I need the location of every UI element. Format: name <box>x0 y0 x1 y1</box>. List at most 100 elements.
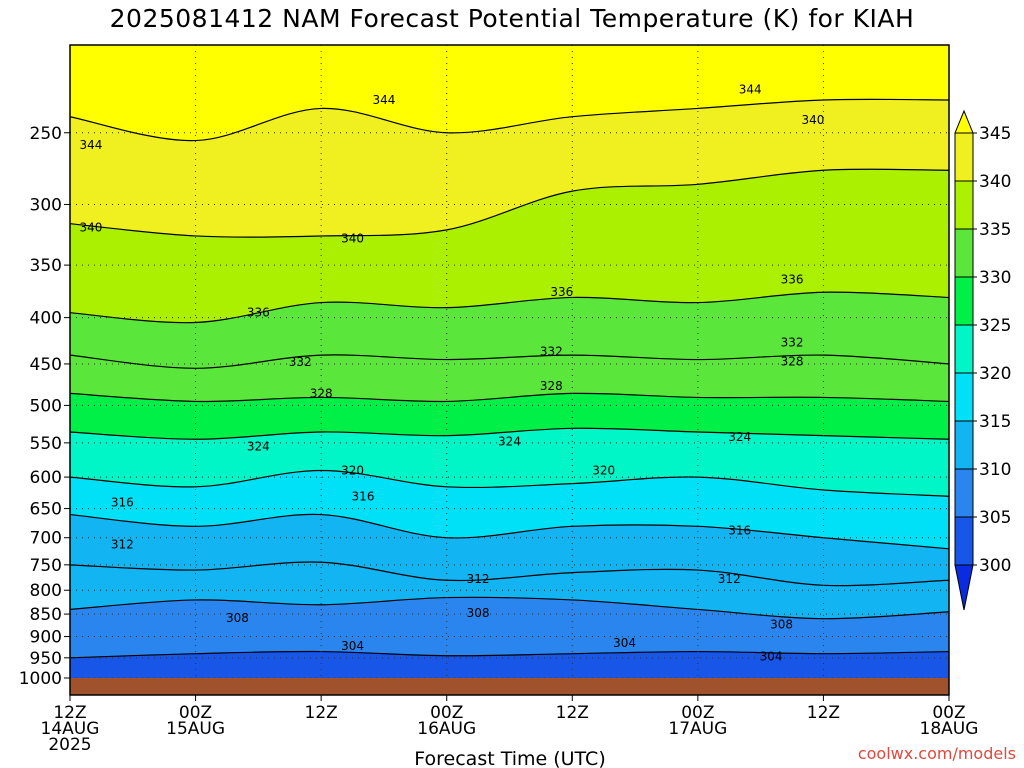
y-tick-label: 1000 <box>19 669 62 689</box>
colorbar-label: 300 <box>979 556 1011 576</box>
contour-label: 324 <box>498 434 521 448</box>
colorbar-band <box>954 324 974 374</box>
isentrope-340 <box>70 168 949 238</box>
colorbar-label: 310 <box>979 460 1011 480</box>
isentrope-320 <box>70 469 949 497</box>
x-tick-label: 12Z <box>556 703 589 723</box>
contour-label: 336 <box>781 272 804 286</box>
plot-frame <box>69 44 950 696</box>
x-tick-label: 00Z <box>681 703 714 723</box>
contour-label: 316 <box>111 495 134 509</box>
contour-label: 312 <box>111 537 134 551</box>
colorbar-band <box>954 132 974 182</box>
y-tick-label: 300 <box>30 195 62 215</box>
contour-label: 332 <box>781 335 804 349</box>
x-tick-label: 12Z <box>53 703 86 723</box>
isentrope-312 <box>70 561 949 587</box>
colorbar-label: 345 <box>979 124 1011 144</box>
colorbar-label: 335 <box>979 220 1011 240</box>
contour-label: 340 <box>341 231 364 245</box>
y-tick-label: 900 <box>30 628 62 648</box>
isentrope-344 <box>70 98 949 142</box>
chart-title: 2025081412 NAM Forecast Potential Temper… <box>109 4 915 33</box>
isentrope-332 <box>70 354 949 369</box>
theta-fill-bands <box>70 45 949 678</box>
contour-label: 344 <box>372 93 395 107</box>
contour-label: 304 <box>760 650 783 664</box>
credit-text: coolwx.com/models <box>857 744 1016 763</box>
isentrope-316 <box>70 513 949 550</box>
colorbar-band <box>954 516 974 566</box>
contour-label: 336 <box>247 306 270 320</box>
isentrope-lines <box>70 98 949 659</box>
colorbar-band <box>954 228 974 278</box>
y-tick-label: 450 <box>30 355 62 375</box>
contour-label: 308 <box>467 606 490 620</box>
contour-label: 340 <box>802 113 825 127</box>
x-tick-label: 17AUG <box>668 719 727 739</box>
contour-label: 332 <box>289 355 312 369</box>
contour-label: 312 <box>718 572 741 586</box>
y-tick-label: 400 <box>30 309 62 329</box>
y-tick-label: 550 <box>30 434 62 454</box>
contour-label: 336 <box>550 285 573 299</box>
colorbar-band <box>954 276 974 326</box>
isentrope-304 <box>70 650 949 659</box>
x-tick-label: 00Z <box>179 703 212 723</box>
contour-label: 340 <box>79 220 102 234</box>
contour-label: 320 <box>341 463 364 477</box>
colorbar-label: 325 <box>979 316 1011 336</box>
y-tick-label: 350 <box>30 256 62 276</box>
contour-label: 324 <box>728 430 751 444</box>
colorbar-band <box>954 420 974 470</box>
contour-label: 308 <box>226 611 249 625</box>
x-tick-label: 14AUG <box>41 719 100 739</box>
y-tick-label: 950 <box>30 649 62 669</box>
x-tick-label: 15AUG <box>166 719 225 739</box>
contour-label: 328 <box>781 354 804 368</box>
x-tick-label: 12Z <box>807 703 840 723</box>
isentrope-308 <box>70 596 949 620</box>
contour-label: 320 <box>592 463 615 477</box>
y-tick-label: 700 <box>30 529 62 549</box>
colorbar: 300 305 310 315 320 325 330 335 340 345 <box>954 109 1011 611</box>
contour-label: 304 <box>341 639 364 653</box>
x-tick-label: 12Z <box>305 703 338 723</box>
y-axis: 250 300 350 400 450 500 550 600 650 700 750 800 850 9… <box>19 124 70 689</box>
x-tick-label: 2025 <box>48 735 91 755</box>
contour-label: 332 <box>540 345 563 359</box>
x-tick-label: 00Z <box>430 703 463 723</box>
contour-label: 324 <box>247 439 270 453</box>
colorbar-band <box>954 468 974 518</box>
contour-label: 308 <box>770 618 793 632</box>
contour-label: 316 <box>352 489 375 503</box>
contour-label: 304 <box>613 636 636 650</box>
x-tick-label: 00Z <box>932 703 965 723</box>
contour-label: 312 <box>467 572 490 586</box>
colorbar-label: 315 <box>979 412 1011 432</box>
colorbar-label: 320 <box>979 364 1011 384</box>
colorbar-label: 305 <box>979 508 1011 528</box>
y-tick-label: 500 <box>30 396 62 416</box>
isentrope-324 <box>70 427 949 440</box>
isentrope-328 <box>70 392 949 403</box>
colorbar-min-arrow <box>954 564 974 611</box>
band-304 <box>70 651 949 678</box>
colorbar-band <box>954 180 974 230</box>
colorbar-label: 340 <box>979 172 1011 192</box>
contour-labels: 344 344 344 340 340 340 336 336 336 332 332 332 328 3… <box>79 83 824 664</box>
isentrope-336 <box>70 291 949 324</box>
x-axis-label: Forecast Time (UTC) <box>414 748 605 768</box>
contour-label: 316 <box>728 523 751 537</box>
contour-label: 328 <box>540 379 563 393</box>
contour-label: 328 <box>310 386 333 400</box>
colorbar-label: 330 <box>979 268 1011 288</box>
y-tick-label: 650 <box>30 500 62 520</box>
grid <box>69 45 950 679</box>
y-tick-label: 600 <box>30 468 62 488</box>
y-tick-label: 800 <box>30 581 62 601</box>
y-tick-label: 750 <box>30 556 62 576</box>
colorbar-max-arrow <box>954 109 974 134</box>
